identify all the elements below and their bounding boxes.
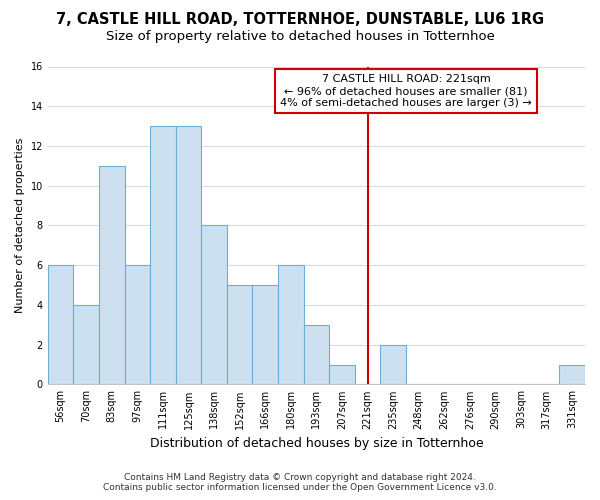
Text: Contains HM Land Registry data © Crown copyright and database right 2024.
Contai: Contains HM Land Registry data © Crown c… — [103, 473, 497, 492]
Bar — [99, 166, 125, 384]
Bar — [227, 285, 253, 384]
Bar — [304, 325, 329, 384]
Text: 7, CASTLE HILL ROAD, TOTTERNHOE, DUNSTABLE, LU6 1RG: 7, CASTLE HILL ROAD, TOTTERNHOE, DUNSTAB… — [56, 12, 544, 28]
Bar — [253, 285, 278, 384]
Bar — [125, 265, 150, 384]
Bar — [329, 364, 355, 384]
Text: Size of property relative to detached houses in Totternhoe: Size of property relative to detached ho… — [106, 30, 494, 43]
Bar — [380, 344, 406, 385]
Bar — [48, 265, 73, 384]
Bar — [201, 226, 227, 384]
Text: 7 CASTLE HILL ROAD: 221sqm
← 96% of detached houses are smaller (81)
4% of semi-: 7 CASTLE HILL ROAD: 221sqm ← 96% of deta… — [280, 74, 532, 108]
Bar — [559, 364, 585, 384]
X-axis label: Distribution of detached houses by size in Totternhoe: Distribution of detached houses by size … — [149, 437, 483, 450]
Bar — [150, 126, 176, 384]
Bar — [176, 126, 201, 384]
Bar — [278, 265, 304, 384]
Y-axis label: Number of detached properties: Number of detached properties — [15, 138, 25, 313]
Bar — [73, 305, 99, 384]
